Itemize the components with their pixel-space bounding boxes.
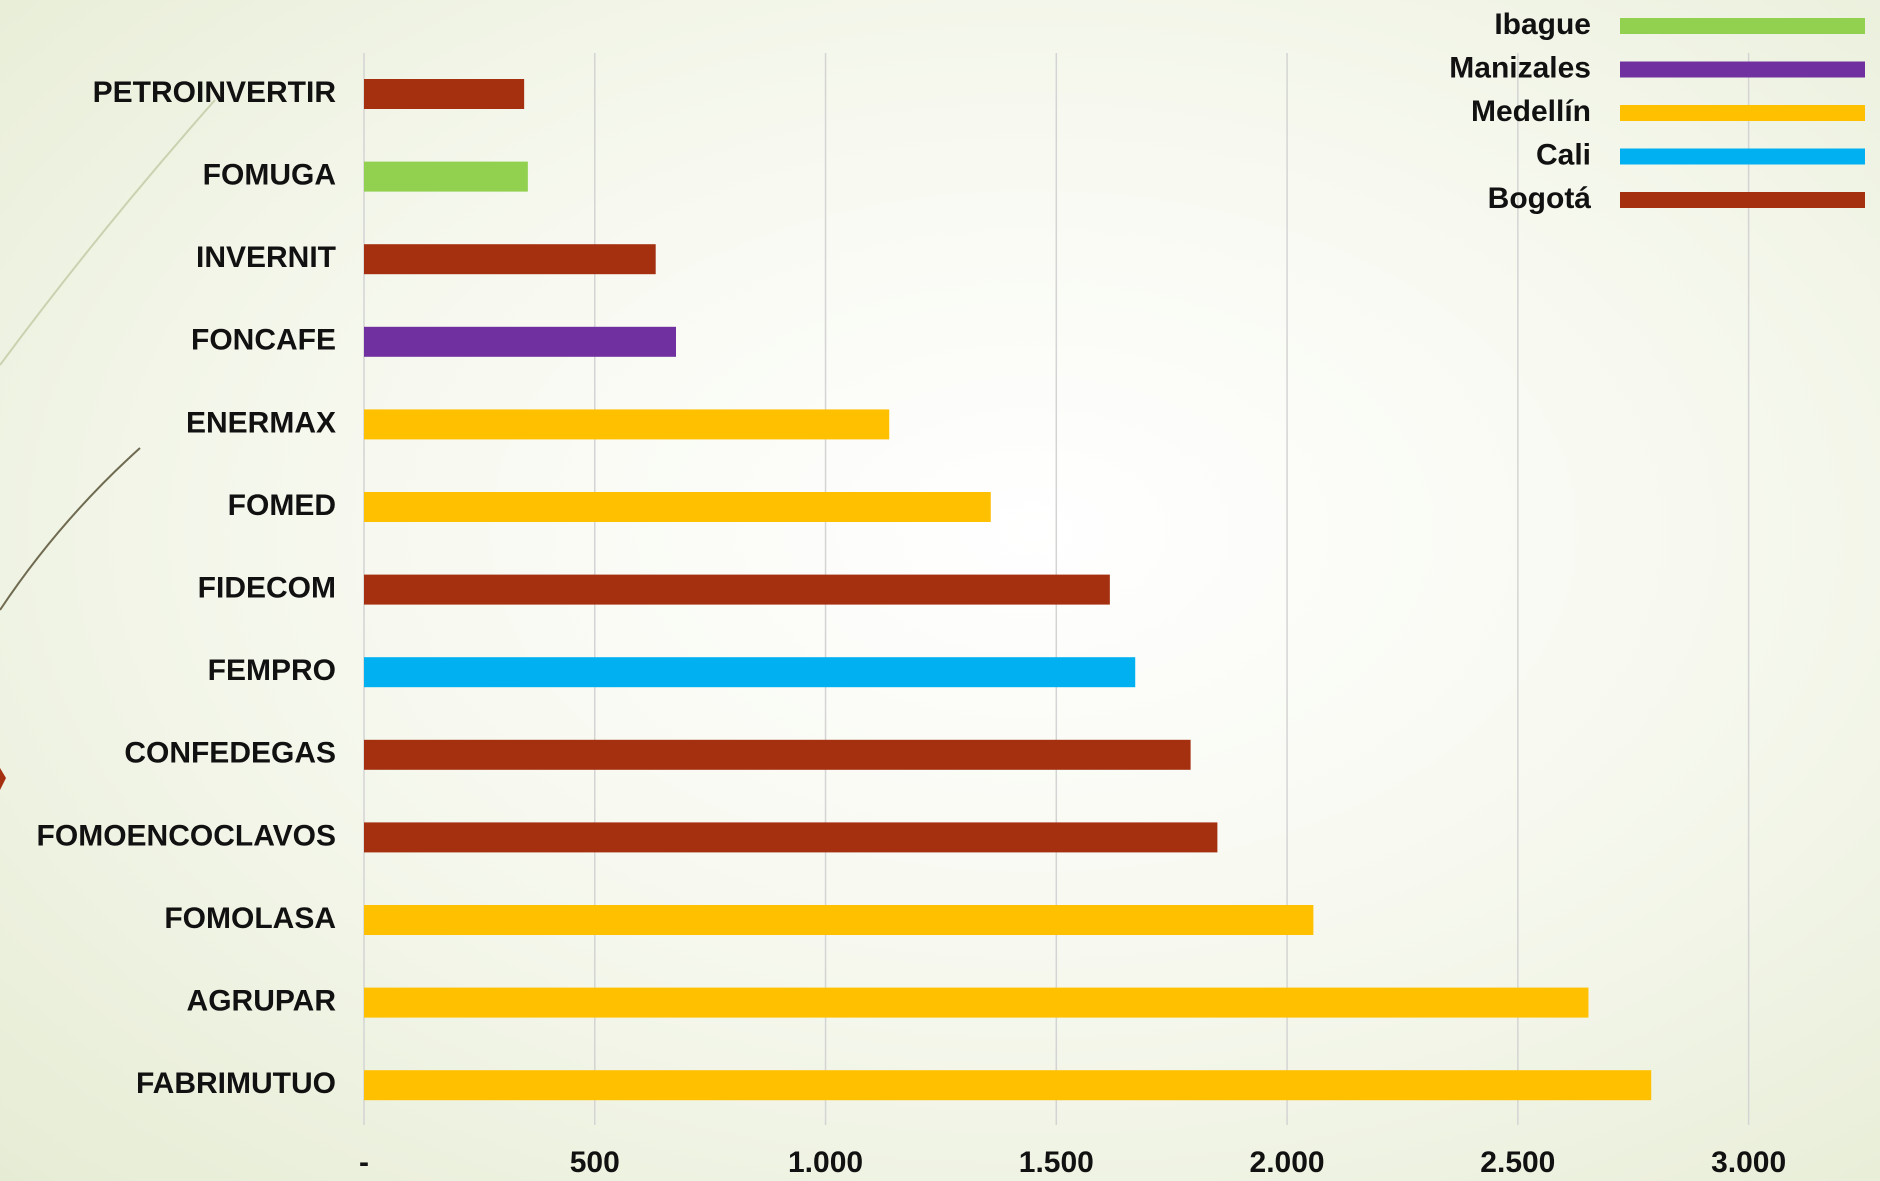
x-tick-label: 2.000 bbox=[1250, 1146, 1325, 1179]
y-tick-label: FEMPRO bbox=[208, 654, 336, 687]
x-tick-label: 1.000 bbox=[788, 1146, 863, 1179]
bar bbox=[364, 657, 1136, 688]
x-tick-label: 500 bbox=[570, 1146, 620, 1179]
legend-swatch bbox=[1620, 18, 1865, 34]
y-tick-label: FOMUGA bbox=[203, 159, 336, 192]
x-tick-label: 2.500 bbox=[1480, 1146, 1555, 1179]
bar bbox=[364, 822, 1218, 853]
legend-label: Cali bbox=[1536, 138, 1591, 171]
legend-label: Medellín bbox=[1471, 95, 1591, 128]
legend-swatch bbox=[1620, 61, 1865, 78]
y-tick-label: FOMOLASA bbox=[164, 902, 336, 935]
legend-label: Ibague bbox=[1494, 8, 1591, 41]
legend-label: Bogotá bbox=[1488, 182, 1592, 215]
y-tick-label: FOMOENCOCLAVOS bbox=[37, 819, 336, 852]
y-tick-label: ENERMAX bbox=[186, 406, 336, 439]
y-tick-label: FIDECOM bbox=[198, 572, 336, 605]
y-tick-label: AGRUPAR bbox=[187, 985, 337, 1018]
y-tick-label: PETROINVERTIR bbox=[93, 76, 337, 109]
y-tick-label: FONCAFE bbox=[191, 324, 336, 357]
y-tick-label: CONFEDEGAS bbox=[124, 737, 336, 770]
bar bbox=[364, 987, 1589, 1018]
y-tick-label: FOMED bbox=[228, 489, 336, 522]
x-tick-label: 1.500 bbox=[1019, 1146, 1094, 1179]
bar bbox=[364, 161, 528, 192]
x-tick-label: 3.000 bbox=[1711, 1146, 1786, 1179]
y-tick-label: INVERNIT bbox=[196, 241, 336, 274]
decoration bbox=[0, 447, 141, 611]
bar bbox=[364, 492, 991, 522]
legend-swatch bbox=[1620, 105, 1865, 121]
legend-label: Manizales bbox=[1449, 51, 1591, 84]
bar bbox=[364, 1070, 1652, 1101]
decoration bbox=[0, 99, 216, 366]
y-tick-label: FABRIMUTUO bbox=[136, 1067, 336, 1100]
bar bbox=[364, 326, 676, 357]
legend-swatch bbox=[1620, 192, 1865, 208]
x-tick-label: - bbox=[359, 1146, 369, 1179]
bar bbox=[364, 739, 1191, 770]
decoration bbox=[0, 768, 6, 790]
bar bbox=[364, 574, 1110, 605]
bar bbox=[364, 244, 656, 275]
bar bbox=[364, 79, 525, 109]
bar bbox=[364, 409, 890, 440]
bar bbox=[364, 905, 1314, 935]
legend-swatch bbox=[1620, 148, 1865, 165]
